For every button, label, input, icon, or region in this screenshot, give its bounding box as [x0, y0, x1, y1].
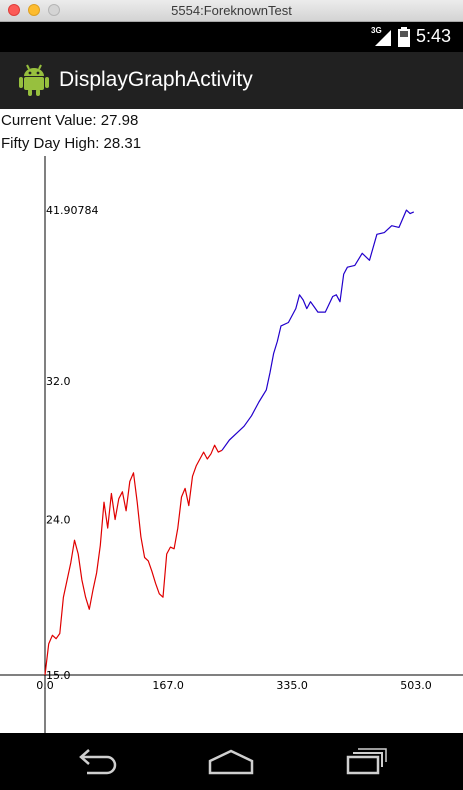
fifty-day-high-label: Fifty Day High: 28.31 [1, 135, 142, 152]
activity-title: DisplayGraphActivity [59, 68, 253, 91]
action-bar: DisplayGraphActivity [0, 52, 463, 109]
y-tick-label: 15.0 [46, 669, 71, 682]
status-clock: 5:43 [416, 26, 452, 46]
window-titlebar: 5554:ForeknownTest [0, 0, 463, 22]
recent-apps-icon[interactable] [344, 745, 390, 777]
x-tick-label: 335.0 [276, 679, 308, 692]
close-window-button[interactable] [8, 4, 20, 16]
graph-content: Current Value: 27.98 Fifty Day High: 28.… [0, 109, 463, 733]
price-graph: 0.0 167.0 335.0 503.0 15.0 24.0 32.0 41.90784 [0, 156, 463, 733]
minimize-window-button[interactable] [28, 4, 40, 16]
navigation-bar [0, 733, 463, 790]
y-tick-label: 41.90784 [46, 204, 99, 217]
status-bar: 3G 5:43 [0, 22, 463, 52]
home-icon[interactable] [206, 745, 256, 777]
current-value-label: Current Value: 27.98 [1, 112, 139, 129]
signal-icon [375, 30, 391, 46]
y-tick-label: 32.0 [46, 375, 71, 388]
x-tick-label: 167.0 [152, 679, 184, 692]
x-tick-label: 503.0 [400, 679, 432, 692]
maximize-window-button[interactable] [48, 4, 60, 16]
android-robot-icon[interactable] [18, 63, 50, 97]
back-icon[interactable] [73, 745, 119, 777]
forecast-series-line [221, 209, 415, 451]
y-tick-label: 24.0 [46, 513, 71, 526]
network-type-label: 3G [371, 26, 382, 35]
x-tick-label: 0.0 [36, 679, 54, 692]
window-title: 5554:ForeknownTest [171, 3, 292, 18]
history-series-line [44, 444, 223, 676]
battery-icon [398, 27, 410, 47]
